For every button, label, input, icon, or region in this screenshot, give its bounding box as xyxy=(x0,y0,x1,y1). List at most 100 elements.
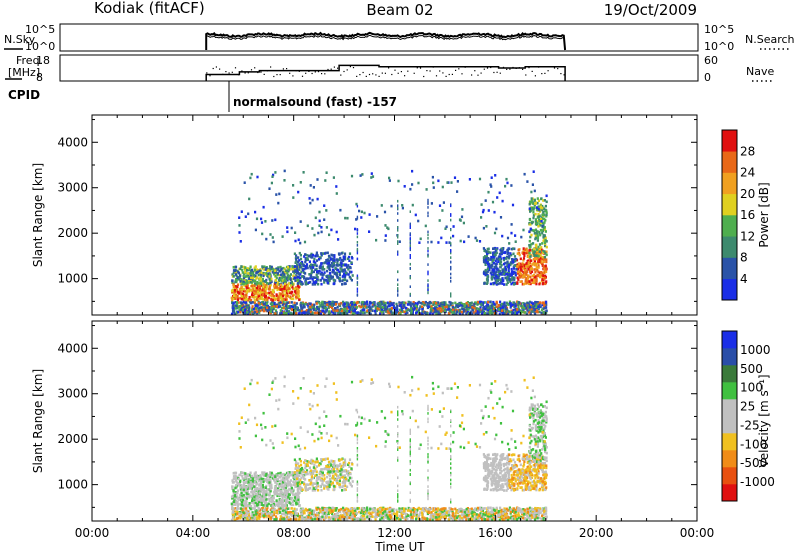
data-cell xyxy=(372,301,375,304)
data-cell xyxy=(474,236,477,240)
y-tick-label: 4000 xyxy=(57,135,88,149)
data-cell xyxy=(499,248,502,252)
data-cell xyxy=(251,291,254,294)
data-cell xyxy=(299,509,302,513)
data-cell xyxy=(311,512,314,515)
data-cell xyxy=(397,290,399,293)
data-cell xyxy=(527,265,530,269)
data-cell xyxy=(313,233,316,237)
data-cell xyxy=(259,291,262,295)
data-cell xyxy=(493,231,497,235)
data-cell xyxy=(536,201,539,205)
data-cell xyxy=(427,206,429,209)
data-cell xyxy=(482,515,485,518)
data-cell xyxy=(495,257,498,260)
data-cell xyxy=(487,300,490,304)
data-cell xyxy=(244,308,247,312)
data-cell xyxy=(296,296,299,299)
data-cell xyxy=(240,288,243,292)
data-cell xyxy=(281,509,284,512)
data-cell xyxy=(258,293,261,297)
data-cell xyxy=(522,275,525,279)
colorbar-segment xyxy=(722,236,737,258)
data-cell xyxy=(427,240,429,244)
data-cell xyxy=(396,308,399,312)
data-cell xyxy=(514,302,517,306)
data-cell xyxy=(251,284,254,288)
data-cell xyxy=(300,265,303,269)
data-cell xyxy=(397,253,399,256)
data-cell xyxy=(538,223,541,226)
data-cell xyxy=(441,309,444,313)
data-cell xyxy=(427,253,429,256)
data-cell xyxy=(504,265,507,269)
data-cell xyxy=(479,300,482,304)
data-cell xyxy=(283,287,286,291)
data-cell xyxy=(347,257,350,260)
data-cell xyxy=(470,301,473,305)
data-cell xyxy=(427,305,430,308)
data-cell xyxy=(334,507,337,510)
data-cell xyxy=(535,303,538,306)
data-cell xyxy=(322,310,325,313)
data-cell xyxy=(333,279,336,282)
nave-dot xyxy=(522,68,524,70)
nave-dot xyxy=(490,66,492,69)
data-cell xyxy=(337,258,341,261)
data-cell xyxy=(430,307,433,311)
data-cell xyxy=(520,310,523,313)
colorbar-segment xyxy=(722,130,737,152)
data-cell xyxy=(280,517,283,521)
data-cell xyxy=(516,267,520,270)
data-cell xyxy=(414,302,417,305)
data-cell xyxy=(255,271,258,275)
data-cell xyxy=(499,269,502,273)
data-cell xyxy=(346,307,349,310)
data-cell xyxy=(410,312,413,315)
nave-dot xyxy=(352,67,355,69)
data-cell xyxy=(538,248,541,252)
data-cell xyxy=(325,259,328,262)
data-cell xyxy=(454,301,457,305)
data-cell xyxy=(534,270,537,274)
data-cell xyxy=(247,274,250,277)
data-cell xyxy=(536,251,539,254)
data-cell xyxy=(532,302,535,305)
data-cell xyxy=(317,511,321,515)
data-cell xyxy=(241,281,244,284)
data-cell xyxy=(535,282,538,286)
data-cell xyxy=(451,308,455,312)
data-cell xyxy=(538,303,541,307)
data-cell xyxy=(338,277,342,280)
data-cell xyxy=(399,312,402,315)
data-cell xyxy=(302,263,305,267)
data-cell xyxy=(399,304,402,307)
data-cell xyxy=(277,201,280,205)
nave-dot xyxy=(486,67,489,69)
data-cell xyxy=(509,252,512,255)
data-cell xyxy=(545,309,548,313)
data-cell xyxy=(394,306,398,310)
data-cell xyxy=(261,293,265,296)
data-cell xyxy=(288,312,291,316)
data-cell xyxy=(320,266,323,270)
data-cell xyxy=(535,515,538,518)
data-cell xyxy=(318,507,321,511)
data-cell xyxy=(292,510,295,513)
data-cell xyxy=(504,276,507,280)
data-cell xyxy=(532,211,535,214)
data-cell xyxy=(410,310,413,313)
data-cell xyxy=(499,262,502,266)
data-cell xyxy=(500,513,503,516)
data-cell xyxy=(290,226,293,230)
data-cell xyxy=(374,305,377,308)
data-cell xyxy=(371,515,374,518)
data-cell xyxy=(525,277,528,280)
data-cell xyxy=(514,309,518,312)
data-cell xyxy=(499,305,502,309)
data-cell xyxy=(335,301,338,304)
data-cell xyxy=(486,308,490,312)
data-cell xyxy=(511,312,514,316)
data-cell xyxy=(288,518,291,522)
data-cell xyxy=(413,510,416,514)
